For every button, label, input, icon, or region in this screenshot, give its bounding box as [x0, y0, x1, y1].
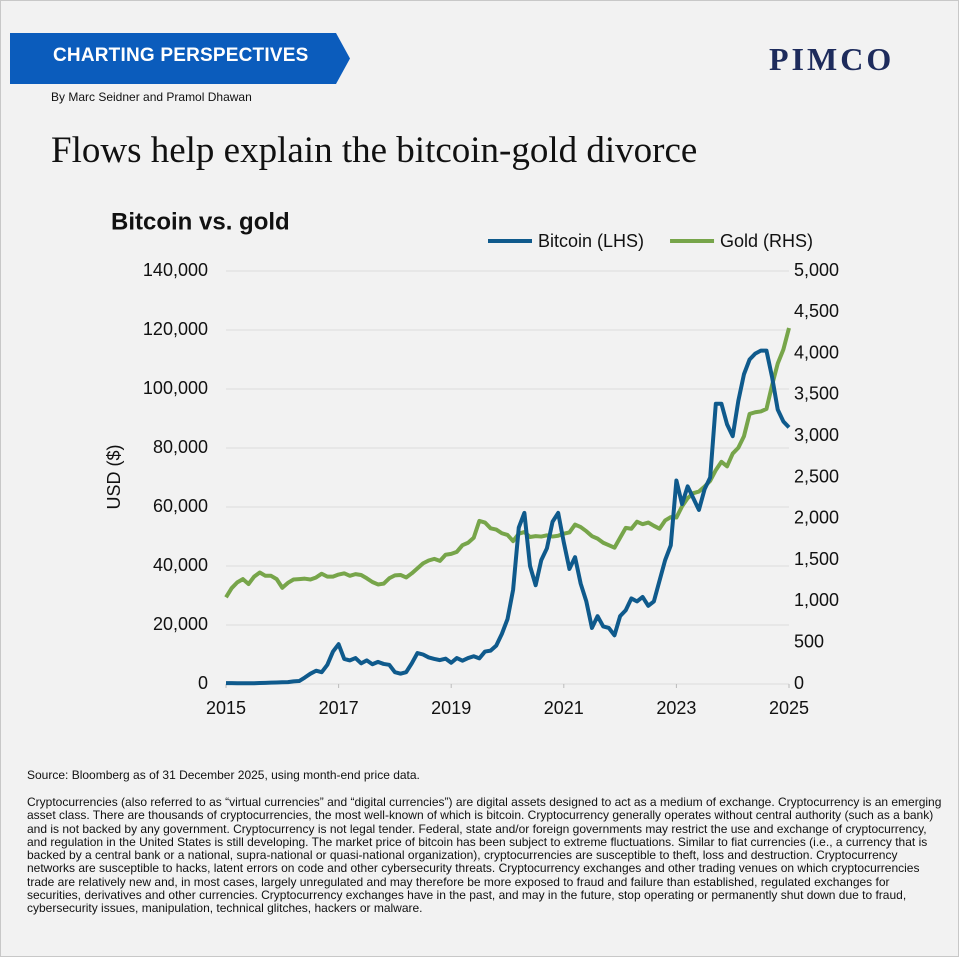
- y2-tick-label: 2,000: [794, 508, 839, 528]
- authors: By Marc Seidner and Pramol Dhawan: [51, 90, 252, 104]
- logo: PIMCO: [769, 41, 895, 77]
- y-tick-label: 80,000: [153, 437, 208, 457]
- y-tick-label: 140,000: [143, 260, 208, 280]
- x-tick-label: 2025: [769, 698, 809, 718]
- chart-title: Bitcoin vs. gold: [111, 208, 290, 235]
- y-tick-label: 0: [198, 673, 208, 693]
- y-tick-label: 20,000: [153, 614, 208, 634]
- page-title: Flows help explain the bitcoin-gold divo…: [51, 130, 698, 171]
- y2-tick-label: 500: [794, 631, 824, 651]
- y-axis-label: USD ($): [104, 444, 124, 509]
- y2-tick-label: 1,500: [794, 549, 839, 569]
- y2-tick-label: 3,000: [794, 425, 839, 445]
- x-tick-label: 2023: [656, 698, 696, 718]
- y2-tick-label: 5,000: [794, 260, 839, 280]
- disclaimer: Cryptocurrencies (also referred to as “v…: [27, 795, 942, 916]
- series-line: [225, 348, 791, 686]
- source-note: Source: Bloomberg as of 31 December 2025…: [27, 768, 420, 782]
- y2-tick-label: 0: [794, 673, 804, 693]
- chart: Bitcoin vs. gold USD ($) 0 20,000 40,000 60…: [104, 208, 839, 718]
- legend-label: Bitcoin (LHS): [538, 231, 644, 251]
- y2-tick-label: 4,500: [794, 301, 839, 321]
- y-tick-label: 60,000: [153, 496, 208, 516]
- banner-shape: [10, 33, 350, 84]
- y2-tick-label: 1,000: [794, 590, 839, 610]
- y2-tick-label: 3,500: [794, 384, 839, 404]
- y-tick-label: 40,000: [153, 555, 208, 575]
- series-line: [224, 327, 791, 599]
- y-tick-label: 120,000: [143, 319, 208, 339]
- y2-tick-label: 2,500: [794, 466, 839, 486]
- x-tick-label: 2021: [544, 698, 584, 718]
- y-tick-label: 100,000: [143, 378, 208, 398]
- banner-text: CHARTING PERSPECTIVES: [53, 45, 309, 66]
- x-tick-label: 2017: [319, 698, 359, 718]
- legend-label: Gold (RHS): [720, 231, 813, 251]
- y2-tick-label: 4,000: [794, 342, 839, 362]
- x-tick-label: 2019: [431, 698, 471, 718]
- x-tick-label: 2015: [206, 698, 246, 718]
